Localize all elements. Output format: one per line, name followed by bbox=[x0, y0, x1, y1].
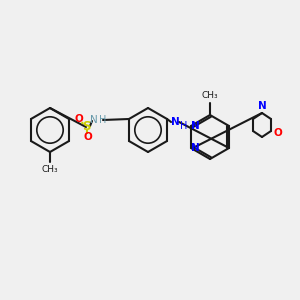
Text: O: O bbox=[75, 114, 83, 124]
Text: N: N bbox=[190, 143, 199, 153]
Text: O: O bbox=[273, 128, 282, 138]
Text: CH₃: CH₃ bbox=[42, 165, 58, 174]
Text: N: N bbox=[258, 101, 266, 111]
Text: N: N bbox=[190, 121, 199, 131]
Text: CH₃: CH₃ bbox=[202, 91, 218, 100]
Text: O: O bbox=[84, 132, 92, 142]
Text: N: N bbox=[171, 117, 179, 127]
Text: N: N bbox=[90, 115, 98, 125]
Text: S: S bbox=[82, 121, 90, 134]
Text: H: H bbox=[99, 115, 106, 125]
Text: H: H bbox=[180, 121, 188, 131]
